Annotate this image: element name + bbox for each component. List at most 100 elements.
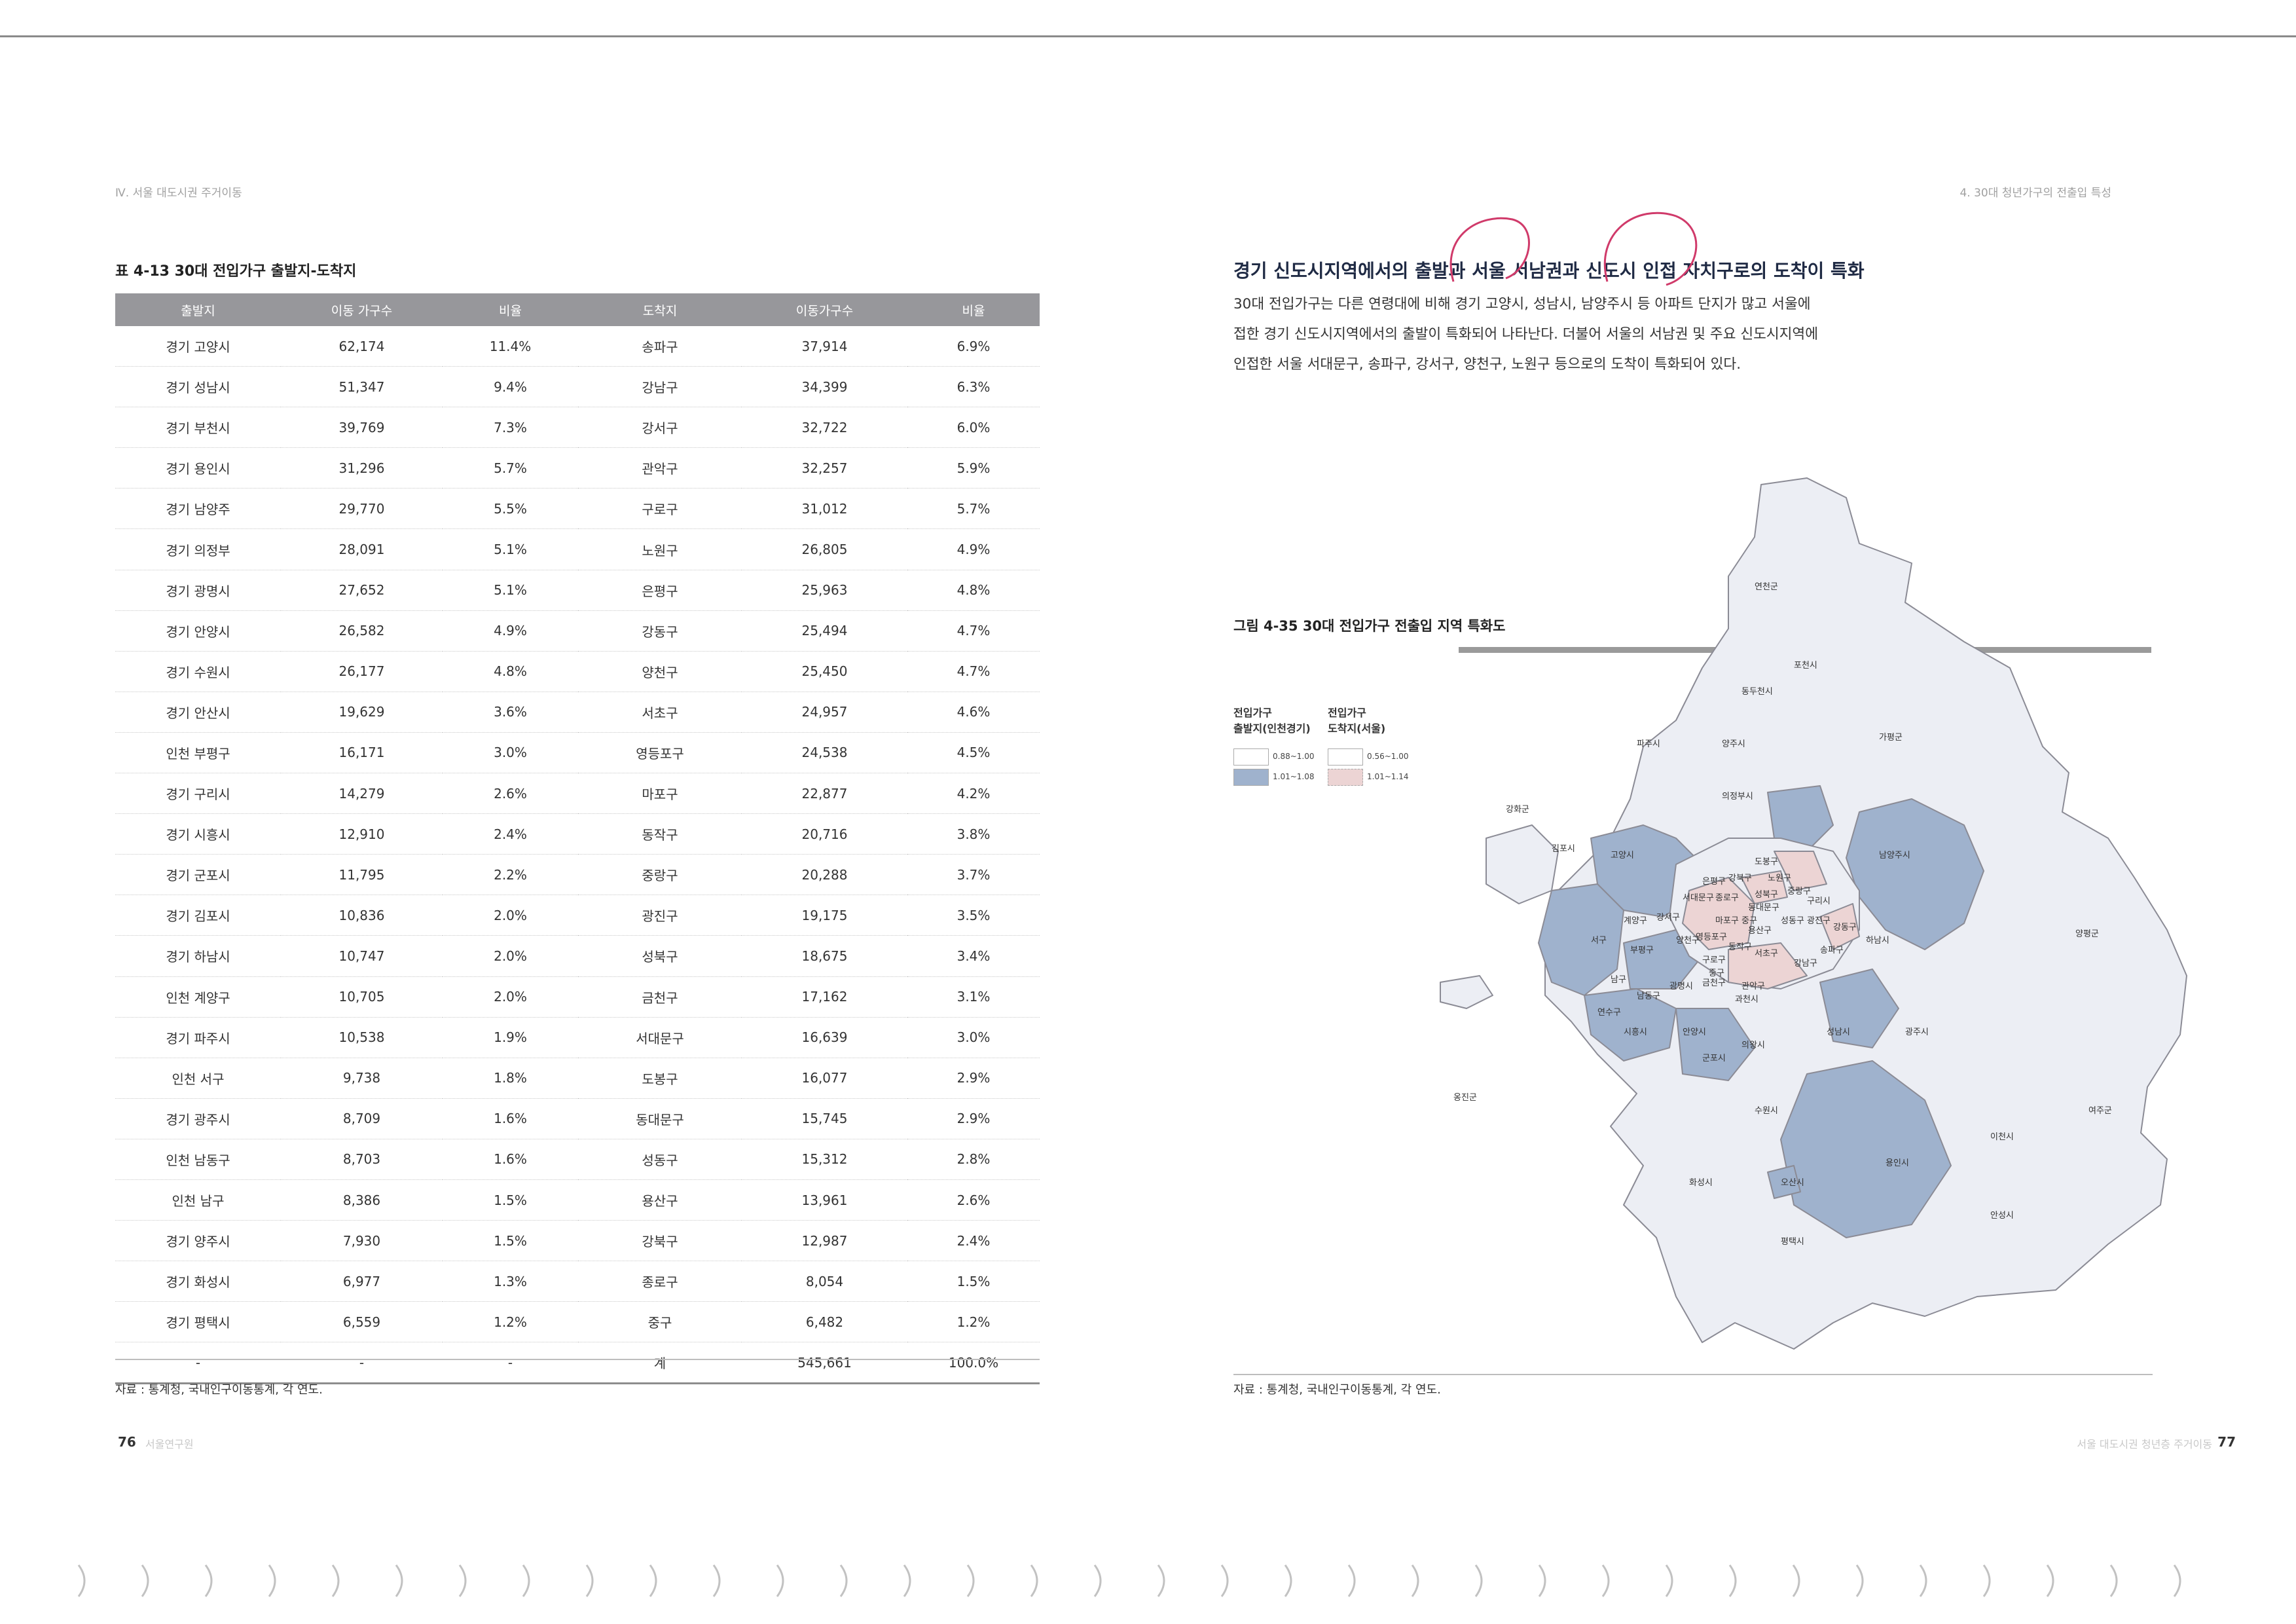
map-label: 화성시	[1689, 1178, 1713, 1188]
right-source-note: 자료 : 통계청, 국내인구이동통계, 각 연도.	[1233, 1383, 1441, 1397]
legend-label-origin-high: 1.01~1.08	[1273, 772, 1315, 781]
binding-scallop	[585, 1564, 594, 1597]
legend-swatch-origin-high	[1233, 769, 1269, 786]
cell-origin-count: 6,559	[281, 1301, 443, 1343]
cell-origin-ratio: 1.9%	[443, 1017, 578, 1058]
cell-origin-ratio: 1.5%	[443, 1179, 578, 1221]
binding-scallop	[1284, 1564, 1292, 1597]
cell-destination-ratio: 4.9%	[907, 528, 1040, 570]
map-label: 중구	[1709, 969, 1724, 978]
cell-destination: 송파구	[578, 326, 742, 367]
legend-origin-title: 전입가구 출발지(인천경기)	[1233, 707, 1311, 735]
cell-origin-ratio: 4.8%	[443, 651, 578, 692]
binding-scallop	[268, 1564, 276, 1597]
binding-scallop	[77, 1564, 86, 1597]
map-label: 동대문구	[1748, 903, 1779, 913]
binding-scallop	[1728, 1564, 1737, 1597]
table-row: 경기 안양시 26,582 4.9% 강동구 25,494 4.7%	[115, 610, 1040, 652]
cell-origin-ratio: 9.4%	[443, 366, 578, 408]
map-label: 연수구	[1597, 1008, 1621, 1018]
cell-destination-ratio: 3.0%	[907, 1017, 1040, 1058]
table-bottom-rule	[115, 1359, 1040, 1360]
cell-destination-ratio: 1.5%	[907, 1261, 1040, 1302]
legend-swatch-destination-high	[1328, 769, 1363, 786]
cell-destination-ratio: 100.0%	[907, 1342, 1040, 1385]
cell-origin: 경기 평택시	[115, 1301, 281, 1343]
col-header-origin: 출발지	[115, 293, 281, 326]
right-footer-text: 서울 대도시권 청년층 주거이동	[2077, 1438, 2212, 1450]
col-header-origin-count: 이동 가구수	[281, 293, 443, 326]
cell-origin-count: 10,836	[281, 895, 443, 936]
map-label: 가평군	[1879, 733, 1903, 743]
cell-origin: 인천 부평구	[115, 732, 281, 774]
cell-origin: -	[115, 1342, 281, 1385]
table-row: 경기 성남시 51,347 9.4% 강남구 34,399 6.3%	[115, 366, 1040, 408]
map-seoul-south	[1728, 942, 1808, 989]
cell-destination: 종로구	[578, 1261, 742, 1302]
binding-scallop	[458, 1564, 467, 1597]
map-label: 수원시	[1755, 1106, 1778, 1116]
legend-swatch-destination-low	[1328, 748, 1363, 766]
binding-scallop-edge	[77, 1564, 2181, 1597]
table-header-row: 출발지 이동 가구수 비율 도착지 이동가구수 비율	[115, 293, 1040, 326]
cell-origin: 인천 남동구	[115, 1139, 281, 1180]
map-label: 마포구	[1715, 916, 1739, 926]
cell-destination-count: 12,987	[742, 1220, 907, 1262]
map-label: 은평구	[1702, 877, 1726, 887]
cell-origin-count: -	[281, 1342, 443, 1385]
map-label: 파주시	[1637, 739, 1660, 749]
cell-destination: 광진구	[578, 895, 742, 936]
map-label: 강화군	[1506, 805, 1529, 815]
cell-destination-count: 16,077	[742, 1058, 907, 1099]
cell-destination-count: 8,054	[742, 1261, 907, 1302]
map-label: 관악구	[1741, 982, 1765, 991]
cell-destination-ratio: 3.8%	[907, 813, 1040, 855]
map-label: 서초구	[1755, 949, 1778, 959]
map-label: 영등포구	[1696, 932, 1727, 942]
map-label: 남동구	[1637, 991, 1660, 1001]
map-label: 이천시	[1990, 1132, 2014, 1142]
map-label: 포천시	[1794, 661, 1817, 671]
cell-destination: 용산구	[578, 1179, 742, 1221]
cell-origin-count: 14,279	[281, 773, 443, 815]
map-label: 고양시	[1611, 851, 1634, 860]
cell-origin-ratio: 3.6%	[443, 692, 578, 733]
cell-destination: 서초구	[578, 692, 742, 733]
section-heading: 경기 신도시지역에서의 출발과 서울 서남권과 신도시 인접 자치구로의 도착이…	[1233, 260, 1865, 282]
cell-destination-ratio: 4.7%	[907, 651, 1040, 692]
binding-scallop	[839, 1564, 848, 1597]
cell-destination: 금천구	[578, 976, 742, 1018]
cell-origin-ratio: 1.5%	[443, 1220, 578, 1262]
binding-scallop	[1919, 1564, 1927, 1597]
map-label: 중랑구	[1787, 887, 1811, 896]
binding-scallop	[1855, 1564, 1864, 1597]
body-line: 인접한 서울 서대문구, 송파구, 강서구, 양천구, 노원구 등으로의 도착이…	[1233, 356, 1741, 373]
cell-destination-ratio: 5.9%	[907, 447, 1040, 489]
binding-scallop	[1792, 1564, 1800, 1597]
map-label: 부평구	[1630, 946, 1654, 955]
cell-origin: 경기 구리시	[115, 773, 281, 815]
binding-scallop	[712, 1564, 721, 1597]
cell-destination-ratio: 2.8%	[907, 1139, 1040, 1180]
binding-scallop	[1982, 1564, 1991, 1597]
table-row: 인천 계양구 10,705 2.0% 금천구 17,162 3.1%	[115, 976, 1040, 1018]
pen-annotation-circles	[1449, 212, 1698, 286]
cell-destination: 중랑구	[578, 854, 742, 896]
cell-destination-ratio: 2.4%	[907, 1220, 1040, 1262]
cell-destination-count: 6,482	[742, 1301, 907, 1343]
cell-destination: 노원구	[578, 528, 742, 570]
cell-origin-count: 9,738	[281, 1058, 443, 1099]
map-label: 동두천시	[1741, 687, 1773, 697]
cell-destination: 성동구	[578, 1139, 742, 1180]
map-label: 성남시	[1827, 1027, 1850, 1037]
binding-scallop	[2046, 1564, 2054, 1597]
right-page-number: 77	[2217, 1434, 2236, 1450]
cell-destination-count: 24,538	[742, 732, 907, 774]
map-label: 강북구	[1728, 874, 1752, 883]
map-label: 의왕시	[1741, 1041, 1765, 1050]
cell-destination: 강남구	[578, 366, 742, 408]
binding-scallop	[649, 1564, 657, 1597]
cell-destination-ratio: 3.5%	[907, 895, 1040, 936]
cell-origin-ratio: 1.2%	[443, 1301, 578, 1343]
cell-origin-count: 8,703	[281, 1139, 443, 1180]
